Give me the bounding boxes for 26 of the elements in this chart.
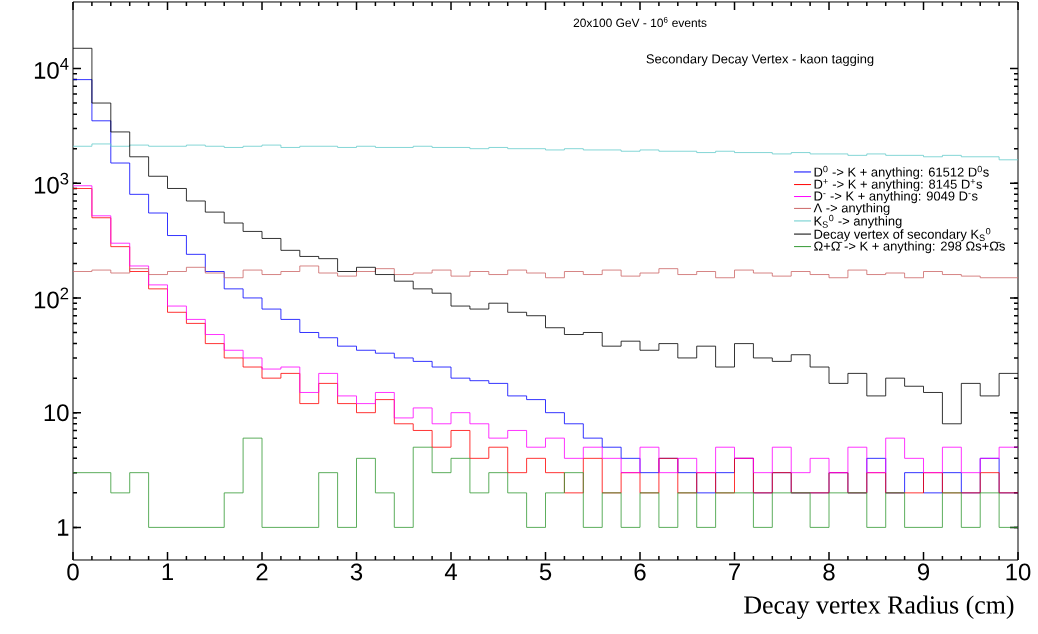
x-tick-label: 5 bbox=[539, 563, 552, 581]
x-tick-label: 2 bbox=[256, 563, 268, 581]
legend-label: D$^{-}$ -> K + anything: 9049 D$^{-}$s bbox=[814, 191, 978, 204]
x-axis-title: Decay vertex Radius (cm) bbox=[744, 595, 1014, 620]
legend-label: Λ -> anything bbox=[813, 202, 890, 216]
x-tick-label: 9 bbox=[917, 563, 930, 581]
y-tick-label: 10$^{2}$ bbox=[34, 287, 69, 309]
x-tick-label: 10 bbox=[1006, 563, 1031, 581]
text: 20x100 GeV - 10$^{6}$ events bbox=[573, 17, 707, 28]
legend-label: K$_{S}$$^{0}$ -> anything bbox=[814, 214, 902, 229]
x-tick-label: 6 bbox=[634, 563, 646, 581]
x-tick-label: 8 bbox=[823, 563, 835, 581]
x-tick-label: 3 bbox=[350, 563, 363, 581]
x-tick-label: 4 bbox=[444, 563, 457, 580]
x-tick-label: 0 bbox=[67, 563, 79, 581]
y-tick-label: 10$^{4}$ bbox=[34, 58, 69, 79]
text: Secondary Decay Vertex - kaon tagging bbox=[646, 53, 874, 67]
legend-label: Decay vertex of secondary K$_{S}$0 bbox=[814, 228, 991, 242]
y-tick-label: 10 bbox=[44, 404, 69, 422]
x-tick-label: 7 bbox=[729, 563, 740, 580]
y-tick-label: 1 bbox=[58, 519, 69, 536]
legend-label: Ω+Ω̄ -> K + anything: 298 Ωs+Ω̄s bbox=[814, 241, 1005, 254]
x-tick-label: 1 bbox=[162, 563, 173, 580]
y-tick-label: 10$^{3}$ bbox=[34, 172, 69, 194]
legend-label: D$^{+}$ -> K + anything: 8145 D$^{+}$s bbox=[814, 179, 983, 192]
legend-label: D$^{0}$ -> K + anything: 61512 D$^{0}$s bbox=[814, 165, 989, 180]
